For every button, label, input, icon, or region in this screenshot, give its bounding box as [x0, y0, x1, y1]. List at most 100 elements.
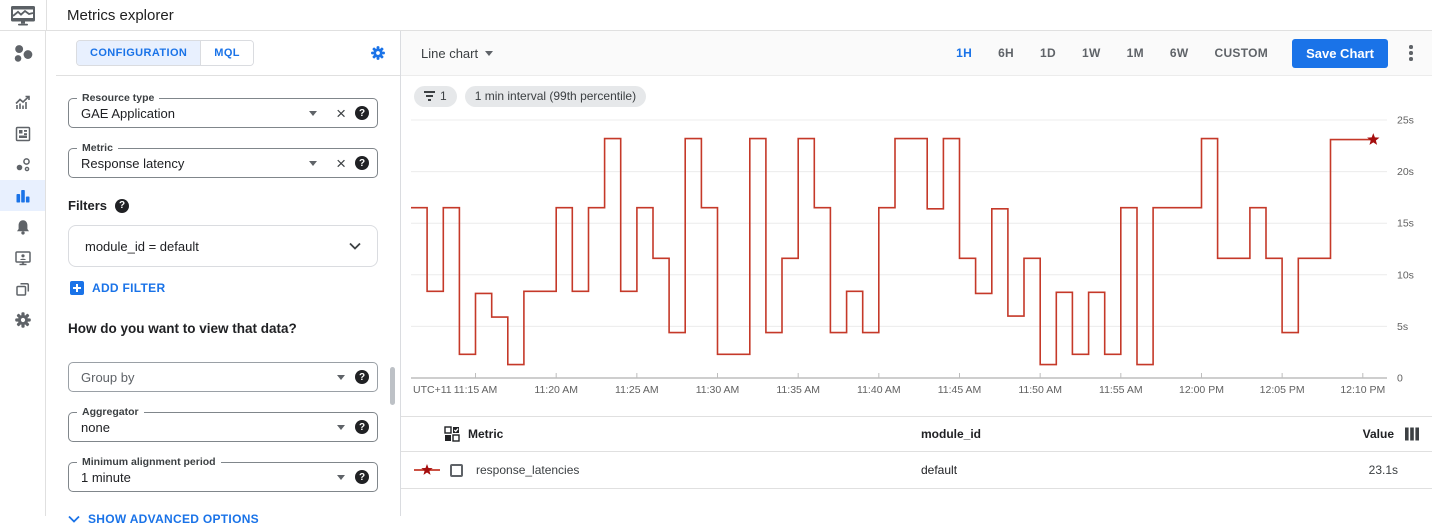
- config-settings-gear-icon[interactable]: [370, 45, 386, 61]
- time-range-selector: 1H 6H 1D 1W 1M 6W CUSTOM: [956, 46, 1268, 60]
- y-tick-label: 20s: [1397, 166, 1414, 178]
- aggregator-value: none: [81, 419, 110, 435]
- chart-chip-row: 1 1 min interval (99th percentile): [401, 76, 1432, 107]
- resource-type-field[interactable]: Resource type GAE Application × ?: [68, 92, 378, 128]
- sidebar-item-groups[interactable]: [0, 273, 45, 304]
- time-range-6h[interactable]: 6H: [998, 46, 1015, 60]
- sidebar-item-services[interactable]: [0, 149, 45, 180]
- sidebar-item-metrics-explorer[interactable]: [0, 180, 45, 211]
- show-advanced-options-button[interactable]: SHOW ADVANCED OPTIONS: [68, 512, 378, 526]
- services-icon: [16, 157, 30, 171]
- min-alignment-value: 1 minute: [81, 469, 131, 485]
- y-tick-label: 5s: [1397, 321, 1408, 333]
- tab-configuration[interactable]: CONFIGURATION: [77, 41, 201, 65]
- clear-icon[interactable]: ×: [336, 153, 346, 173]
- more-options-icon[interactable]: [1402, 45, 1420, 61]
- help-icon[interactable]: ?: [355, 420, 369, 434]
- dropdown-arrow-icon[interactable]: [309, 110, 318, 116]
- x-tick-label: 11:45 AM: [938, 384, 982, 396]
- help-icon[interactable]: ?: [355, 156, 369, 170]
- help-icon[interactable]: ?: [355, 470, 369, 484]
- help-icon[interactable]: ?: [355, 370, 369, 384]
- add-filter-button[interactable]: ADD FILTER: [70, 281, 378, 295]
- help-icon[interactable]: ?: [355, 106, 369, 120]
- add-box-icon: [70, 281, 84, 295]
- table-row[interactable]: response_latencies default 23.1s: [401, 452, 1432, 489]
- dropdown-arrow-icon[interactable]: [309, 160, 318, 166]
- columns-icon[interactable]: [1404, 427, 1420, 441]
- time-range-custom[interactable]: CUSTOM: [1214, 46, 1269, 60]
- x-tick-label: 11:50 AM: [1018, 384, 1062, 396]
- sidebar-item-settings[interactable]: [0, 304, 45, 335]
- dashboards-icon: [15, 126, 30, 141]
- sidebar-item-dashboards[interactable]: [0, 118, 45, 149]
- metric-value: Response latency: [81, 155, 185, 171]
- chevron-down-icon: [349, 242, 361, 250]
- interval-chip[interactable]: 1 min interval (99th percentile): [464, 85, 647, 107]
- add-filter-label: ADD FILTER: [92, 281, 166, 295]
- save-chart-button[interactable]: Save Chart: [1292, 38, 1388, 68]
- min-alignment-field[interactable]: Minimum alignment period 1 minute ?: [68, 456, 378, 492]
- time-range-1d[interactable]: 1D: [1040, 46, 1056, 60]
- left-nav-rail: [0, 31, 46, 516]
- latest-point-star-marker: [1367, 133, 1380, 145]
- time-range-1w[interactable]: 1W: [1081, 46, 1101, 60]
- chart-type-dropdown[interactable]: Line chart: [421, 46, 494, 61]
- x-tick-label: 11:30 AM: [696, 384, 740, 396]
- filter-funnel-icon: [424, 91, 435, 101]
- y-tick-label: 25s: [1397, 115, 1414, 127]
- overview-trend-icon: [14, 95, 30, 109]
- top-app-bar: Metrics explorer: [0, 0, 1432, 31]
- chart-toolbar: Line chart 1H 6H 1D 1W 1M 6W CUSTOM Save Chart: [401, 31, 1432, 76]
- filter-count-chip[interactable]: 1: [414, 85, 457, 107]
- series-legend-swatch: [414, 464, 440, 475]
- sidebar-item-alerting[interactable]: [0, 211, 45, 242]
- show-advanced-options-label: SHOW ADVANCED OPTIONS: [88, 512, 259, 526]
- min-alignment-label: Minimum alignment period: [77, 456, 221, 468]
- uptime-monitor-icon: [14, 250, 31, 265]
- x-tick-label: 12:00 PM: [1179, 384, 1224, 396]
- row-module-id: default: [921, 463, 958, 477]
- filter-expression: module_id = default: [85, 238, 199, 254]
- time-range-6w[interactable]: 6W: [1169, 46, 1189, 60]
- x-tick-label: 11:25 AM: [615, 384, 659, 396]
- resource-type-label: Resource type: [77, 92, 160, 104]
- x-tick-label: 12:05 PM: [1260, 384, 1305, 396]
- config-tabs: CONFIGURATION MQL: [76, 40, 254, 66]
- sidebar-item-overview[interactable]: [0, 87, 45, 118]
- metric-column-header: Metric: [468, 427, 504, 441]
- time-range-1m[interactable]: 1M: [1126, 46, 1144, 60]
- metrics-line-chart: 0 5s 10s 15s 20s 25s UTC+11 11:15 AM 11:20 AM 11:…: [411, 115, 1414, 396]
- group-by-placeholder: Group by: [81, 369, 135, 385]
- grid-check-icon[interactable]: [444, 426, 460, 442]
- row-metric-name: response_latencies: [476, 463, 580, 477]
- dropdown-arrow-icon[interactable]: [337, 424, 345, 430]
- clear-icon[interactable]: ×: [336, 103, 346, 123]
- monitoring-logo-icon[interactable]: [12, 43, 34, 65]
- time-range-1h[interactable]: 1H: [956, 46, 973, 60]
- tab-mql[interactable]: MQL: [200, 41, 253, 65]
- response-latency-step-line: [411, 137, 1374, 366]
- alerting-bell-icon: [16, 219, 29, 235]
- page-title: Metrics explorer: [67, 6, 174, 24]
- dropdown-arrow-icon: [485, 50, 494, 56]
- filter-chip-row[interactable]: module_id = default: [68, 225, 378, 267]
- sidebar-item-uptime-checks[interactable]: [0, 242, 45, 273]
- config-panel-scrollbar[interactable]: [390, 367, 395, 405]
- row-checkbox[interactable]: [450, 463, 463, 477]
- aggregator-label: Aggregator: [77, 406, 144, 418]
- filter-count: 1: [440, 89, 447, 103]
- metric-field[interactable]: Metric Response latency × ?: [68, 142, 378, 178]
- aggregator-field[interactable]: Aggregator none ?: [68, 406, 378, 442]
- view-data-heading: How do you want to view that data?: [68, 321, 297, 336]
- y-tick-label: 10s: [1397, 269, 1414, 281]
- interval-chip-label: 1 min interval (99th percentile): [474, 89, 637, 103]
- x-tick-label: 11:20 AM: [534, 384, 578, 396]
- dropdown-arrow-icon[interactable]: [337, 374, 345, 380]
- filters-heading: Filters: [68, 198, 108, 213]
- filters-help-icon[interactable]: ?: [115, 198, 130, 213]
- x-tick-label: 12:10 PM: [1340, 384, 1385, 396]
- product-logo-cell[interactable]: [0, 0, 47, 30]
- dropdown-arrow-icon[interactable]: [337, 474, 345, 480]
- group-by-field[interactable]: Group by ?: [68, 362, 378, 392]
